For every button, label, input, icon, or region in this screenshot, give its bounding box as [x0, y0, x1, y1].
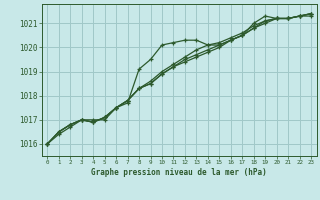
X-axis label: Graphe pression niveau de la mer (hPa): Graphe pression niveau de la mer (hPa) [91, 168, 267, 177]
